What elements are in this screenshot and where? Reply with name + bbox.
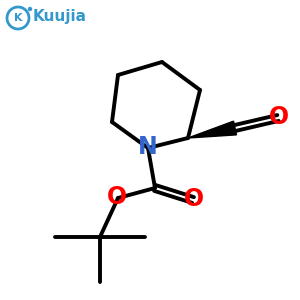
Text: O: O: [107, 185, 127, 209]
Text: K: K: [14, 13, 22, 23]
Text: O: O: [184, 187, 204, 211]
Text: N: N: [138, 135, 158, 159]
Circle shape: [28, 8, 32, 10]
Polygon shape: [188, 121, 236, 138]
Text: O: O: [269, 105, 289, 129]
Text: Kuujia: Kuujia: [33, 10, 87, 25]
